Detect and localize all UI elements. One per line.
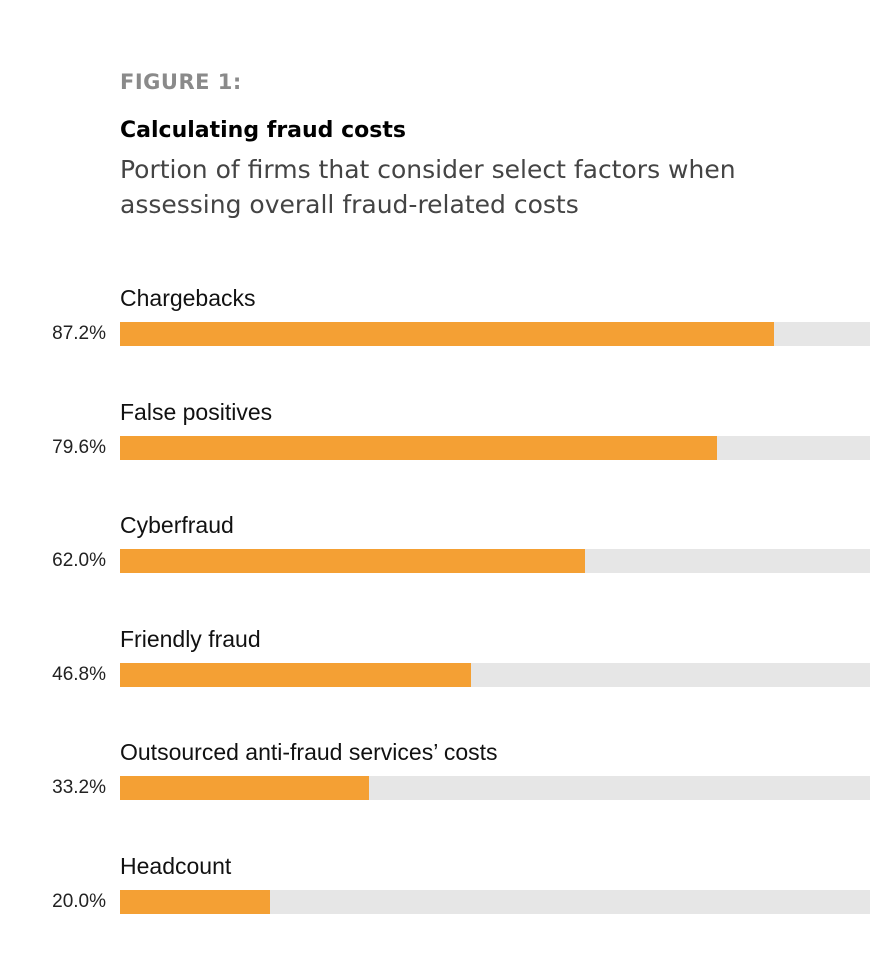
bar-group: Headcount 20.0% bbox=[0, 853, 894, 933]
bar bbox=[120, 435, 717, 460]
bar-track bbox=[120, 549, 870, 573]
bar-group: Outsourced anti-fraud services’ costs 33.… bbox=[0, 739, 894, 819]
value-label: 46.8% bbox=[52, 663, 106, 685]
value-label: 79.6% bbox=[52, 436, 106, 458]
bar-track bbox=[120, 435, 870, 460]
bar bbox=[120, 889, 270, 914]
bar-group: Friendly fraud 46.8% bbox=[0, 626, 894, 706]
bar-track bbox=[120, 776, 870, 800]
bar bbox=[120, 776, 369, 800]
bar bbox=[120, 322, 774, 346]
value-label: 87.2% bbox=[52, 323, 106, 344]
category-label: Outsourced anti-fraud services’ costs bbox=[120, 739, 498, 765]
bar bbox=[120, 662, 471, 687]
chart-subtitle: Portion of firms that consider select fa… bbox=[120, 155, 736, 219]
bar-track bbox=[120, 889, 870, 914]
category-label: Friendly fraud bbox=[120, 625, 261, 652]
bar-track bbox=[120, 662, 870, 687]
bar-group: Chargebacks 87.2% bbox=[0, 285, 894, 365]
bar-track bbox=[120, 322, 870, 346]
bar-group: Cyberfraud 62.0% bbox=[0, 512, 894, 592]
bar bbox=[120, 549, 585, 573]
chart-title: Calculating fraud costs bbox=[120, 118, 406, 143]
value-label: 62.0% bbox=[52, 550, 106, 571]
category-label: Headcount bbox=[120, 852, 232, 879]
category-label: Cyberfraud bbox=[120, 512, 234, 538]
value-label: 33.2% bbox=[52, 777, 106, 798]
bar-group: False positives 79.6% bbox=[0, 399, 894, 479]
category-label: Chargebacks bbox=[120, 285, 256, 311]
value-label: 20.0% bbox=[52, 890, 106, 912]
category-label: False positives bbox=[120, 398, 273, 425]
figure-label: FIGURE 1: bbox=[120, 70, 242, 94]
